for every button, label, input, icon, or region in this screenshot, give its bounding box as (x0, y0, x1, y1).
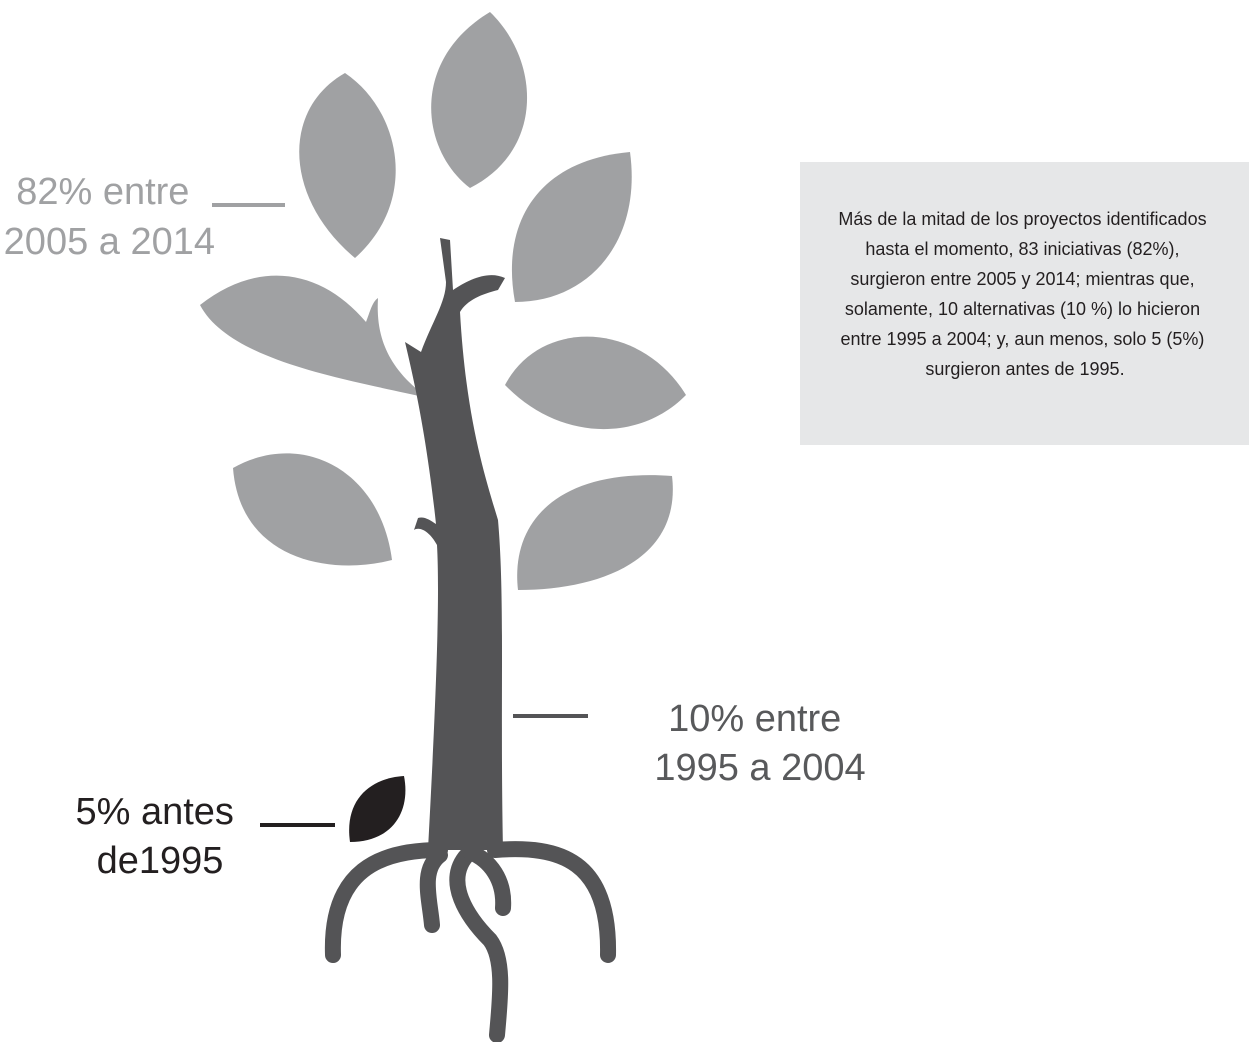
leaf (299, 73, 395, 258)
label-line: 10% entre (668, 698, 841, 740)
note-line: surgieron antes de 1995. (925, 359, 1124, 379)
seed (349, 776, 405, 842)
label-middle: 10% entre 1995 a 2004 (654, 698, 865, 789)
infographic: 82% entre 2005 a 2014 10% entre 1995 a 2… (0, 0, 1249, 1042)
roots (333, 849, 608, 1035)
label-line: 1995 a 2004 (654, 747, 865, 789)
note-line: entre 1995 a 2004; y, aun menos, solo 5 … (841, 329, 1205, 349)
label-line: 2005 a 2014 (4, 221, 215, 263)
label-line: 82% entre (16, 171, 189, 213)
trunk (405, 238, 505, 850)
leaf (517, 475, 673, 590)
root (470, 852, 503, 908)
label-line: de1995 (97, 840, 224, 882)
root (495, 849, 608, 955)
note-line: solamente, 10 alternativas (10 %) lo hic… (845, 299, 1200, 319)
note-line: surgieron entre 2005 y 2014; mientras qu… (850, 269, 1194, 289)
note-line: Más de la mitad de los proyectos identif… (838, 209, 1206, 229)
leaf (200, 276, 428, 398)
leaf (505, 337, 686, 429)
label-line: 5% antes (75, 791, 233, 833)
leaf (233, 453, 392, 565)
root (428, 855, 440, 925)
leaf (512, 152, 632, 302)
note-line: hasta el momento, 83 iniciativas (82%), (865, 239, 1179, 259)
label-recent: 82% entre 2005 a 2014 (4, 171, 215, 263)
leaf (431, 12, 527, 188)
label-old: 5% antes de1995 (75, 791, 244, 882)
